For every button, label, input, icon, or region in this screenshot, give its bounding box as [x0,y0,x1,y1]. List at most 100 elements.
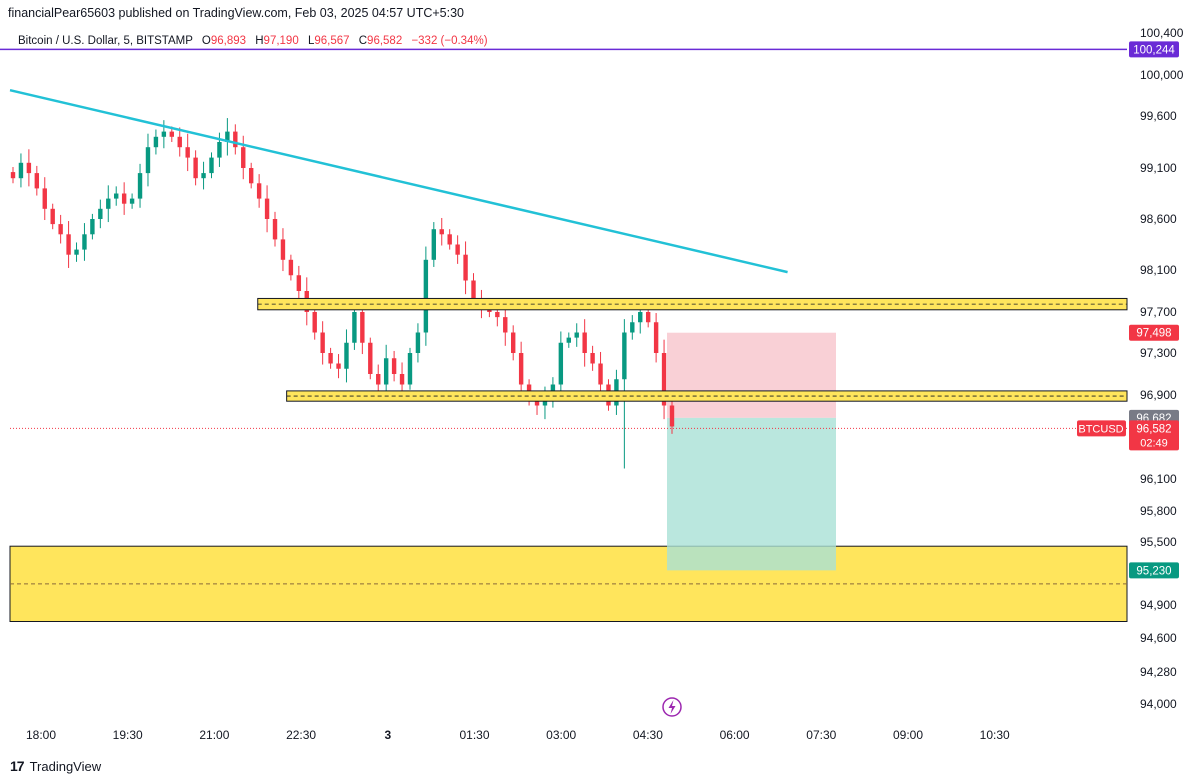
candle-body [106,198,111,209]
change-value: −332 (−0.34%) [411,35,488,47]
candle-body [455,244,460,255]
footer-brand: TradingView [29,758,102,774]
candle-body [90,219,95,235]
y-tick-label: 99,100 [1140,161,1177,175]
x-tick-label: 10:30 [980,728,1010,742]
y-tick-label: 99,600 [1140,109,1177,123]
x-tick-label: 21:00 [199,728,229,742]
lightning-icon-glyph [668,700,676,714]
candle-body [185,147,190,158]
open-value: 96,893 [210,35,247,47]
x-tick-label: 18:00 [26,728,56,742]
x-tick-label: 07:30 [806,728,836,742]
candle-body [241,147,246,168]
candle-body [661,353,667,406]
tradingview-logo-icon: 17 [10,758,25,774]
candle-body [653,322,659,353]
symbol-tag: BTCUSD [1078,423,1123,435]
price-label: 96,582 [1136,423,1171,435]
candle-body [74,249,79,255]
x-tick-label: 19:30 [113,728,143,742]
symbol-name: Bitcoin / U.S. Dollar, 5, BITSTAMP [18,35,193,47]
candle-body [248,168,254,184]
candle-body [439,229,444,235]
candle-body [217,142,222,158]
y-tick-label: 94,000 [1140,697,1177,711]
x-tick-label: 04:30 [633,728,663,742]
candle-body [280,239,286,260]
y-tick-label: 94,280 [1140,665,1177,679]
candle-body [328,353,333,364]
open-label: O [201,35,211,47]
price-label-countdown: 02:49 [1140,437,1168,449]
candle-body [209,157,214,174]
y-tick-label: 98,100 [1140,263,1177,277]
candle-body [66,234,71,255]
candle-body [336,363,341,369]
y-tick-label: 95,800 [1140,504,1177,518]
y-tick-label: 95,500 [1140,535,1177,549]
candle-body [256,183,262,199]
candle-body [344,342,349,369]
candle-body [121,193,127,204]
close-label: C [358,35,368,47]
publisher-caption: financialPear65603 published on TradingV… [8,6,464,20]
symbol-legend: Bitcoin / U.S. Dollar, 5, BITSTAMP O96,8… [18,35,488,47]
y-tick-label: 96,100 [1140,472,1177,486]
x-tick-label: 09:00 [893,728,923,742]
candle-body [415,332,421,353]
candle-body [82,234,87,250]
x-tick-label: 03:00 [546,728,576,742]
candle-body [582,332,587,353]
candle-body [407,353,413,385]
candle-body [114,193,119,199]
candle-body [34,173,40,189]
candle-body [26,162,32,174]
candle-body [638,312,643,323]
candle-body [542,400,548,406]
candle-body [42,188,47,209]
candle-body [630,322,635,333]
candle-body [447,234,452,245]
candle-body [399,374,405,385]
price-label-box [1129,562,1179,579]
x-tick-label: 3 [384,728,391,742]
candle-body [471,280,476,302]
candle-body [511,332,516,353]
lightning-icon [662,697,682,717]
candle-body [161,131,167,137]
candle-body [50,208,55,225]
candle-body [10,172,16,179]
candle-body [177,136,182,148]
candle-body [376,374,381,385]
candle-body [145,147,151,174]
x-tick-label: 06:00 [720,728,750,742]
candle-body [320,332,325,353]
candle-body [264,198,270,219]
symbol-tag-box [1077,420,1126,437]
take-profit-area [667,417,836,571]
price-label-box [1129,420,1179,451]
candle-body [137,173,143,199]
demand-zone [9,545,1128,623]
candle-body [503,317,508,333]
price-label-box [1129,41,1179,58]
candle-body [193,157,198,179]
x-tick-label: 01:30 [459,728,489,742]
candle-body [590,353,595,364]
price-label: 95,230 [1136,565,1171,577]
candle-body [58,224,63,235]
candle-body [495,312,500,318]
y-tick-label: 98,600 [1140,212,1177,226]
y-tick-label: 100,000 [1140,68,1184,82]
candle-body [645,312,651,323]
y-tick-label: 97,300 [1140,346,1177,360]
price-label-box [1129,324,1179,341]
candle-body [368,342,373,374]
candle-body [669,405,675,427]
y-tick-label: 97,700 [1140,305,1177,319]
y-tick-label: 94,600 [1140,631,1177,645]
price-label: 97,498 [1136,328,1171,340]
y-tick-label: 94,900 [1140,598,1177,612]
